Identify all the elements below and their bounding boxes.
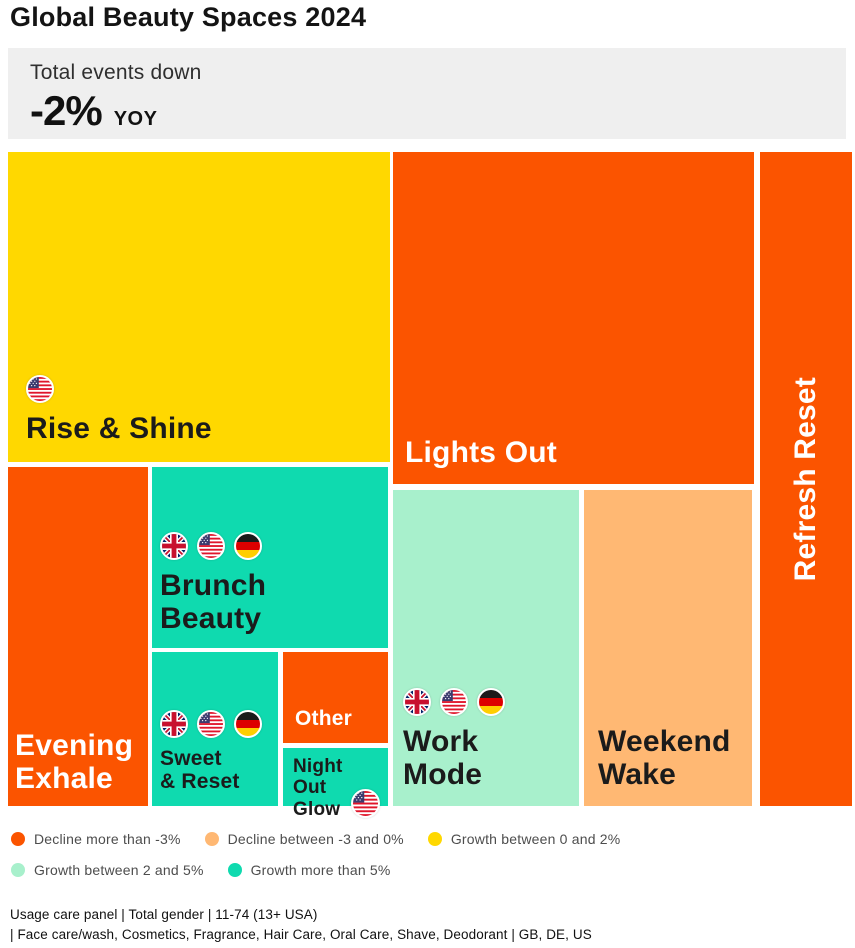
tile-night-out-glow: Night Out Glow	[283, 748, 388, 820]
tile-other: Other	[283, 652, 388, 743]
gb-flag-icon	[160, 709, 188, 738]
legend-label: Growth between 0 and 2%	[450, 831, 621, 847]
gb-flag-icon	[160, 531, 188, 560]
us-flag-icon	[351, 789, 380, 818]
tile-label: Brunch Beauty	[160, 568, 267, 636]
tile-label: Night Out Glow	[293, 756, 343, 820]
tile-label: Weekend Wake	[598, 724, 731, 792]
legend-dot	[11, 832, 25, 846]
legend-item-0: Decline more than -3%	[11, 831, 181, 847]
tile-label: Work Mode	[403, 724, 483, 792]
tile-label: Rise & Shine	[26, 412, 212, 446]
summary-yoy-label: YOY	[113, 108, 158, 130]
page-title: Global Beauty Spaces 2024	[10, 2, 367, 32]
tile-label: Sweet & Reset	[160, 746, 240, 794]
tile-work-mode: Work Mode	[393, 490, 579, 806]
tile-label: Lights Out	[405, 436, 557, 470]
us-flag-icon	[440, 687, 468, 716]
tile-lights-out: Lights Out	[393, 152, 754, 484]
legend-dot	[204, 832, 219, 846]
treemap: Rise & Shine Lights Out Refresh Reset Eveni…	[8, 150, 853, 820]
tile-label: Refresh Reset	[789, 376, 823, 582]
gb-flag-icon	[403, 687, 431, 716]
legend-item-1: Decline between -3 and 0%	[204, 831, 404, 847]
flag-row	[160, 709, 262, 738]
legend-label: Growth more than 5%	[250, 862, 391, 878]
us-flag-icon	[26, 375, 54, 404]
tile-sweet-reset: Sweet & Reset	[152, 652, 278, 806]
summary-value-row: -2% YOY	[30, 87, 824, 135]
footer: Usage care panel | Total gender | 11-74 …	[10, 905, 592, 946]
us-flag-icon	[197, 709, 225, 738]
de-flag-icon	[234, 531, 262, 560]
legend-dot	[11, 863, 25, 877]
legend-dot	[227, 863, 242, 877]
tile-label: Other	[295, 707, 353, 731]
legend-dot	[427, 832, 442, 846]
flag-row	[403, 687, 505, 716]
tile-weekend-wake: Weekend Wake	[584, 490, 752, 806]
flag-row	[26, 375, 54, 404]
legend-label: Growth between 2 and 5%	[34, 862, 204, 878]
tile-evening-exhale: Evening Exhale	[8, 467, 148, 806]
flag-row	[160, 531, 262, 560]
tile-rise-shine: Rise & Shine	[8, 152, 390, 462]
de-flag-icon	[477, 687, 505, 716]
footer-line-2: | Face care/wash, Cosmetics, Fragrance, …	[10, 927, 592, 943]
tile-brunch-beauty: Brunch Beauty	[152, 467, 388, 648]
legend: Decline more than -3% Decline between -3 …	[11, 831, 659, 878]
legend-label: Decline between -3 and 0%	[227, 831, 404, 847]
summary-box: Total events down -2% YOY	[8, 48, 846, 139]
de-flag-icon	[234, 709, 262, 738]
footer-line-1: Usage care panel | Total gender | 11-74 …	[10, 907, 318, 922]
summary-value: -2%	[30, 87, 103, 134]
us-flag-icon	[197, 531, 225, 560]
tile-refresh-reset: Refresh Reset	[760, 152, 852, 806]
tile-label: Evening Exhale	[15, 728, 134, 796]
summary-label: Total events down	[30, 61, 202, 84]
legend-item-2: Growth between 0 and 2%	[427, 831, 621, 847]
legend-label: Decline more than -3%	[34, 831, 181, 847]
legend-item-4: Growth more than 5%	[227, 862, 391, 878]
legend-item-3: Growth between 2 and 5%	[11, 862, 204, 878]
